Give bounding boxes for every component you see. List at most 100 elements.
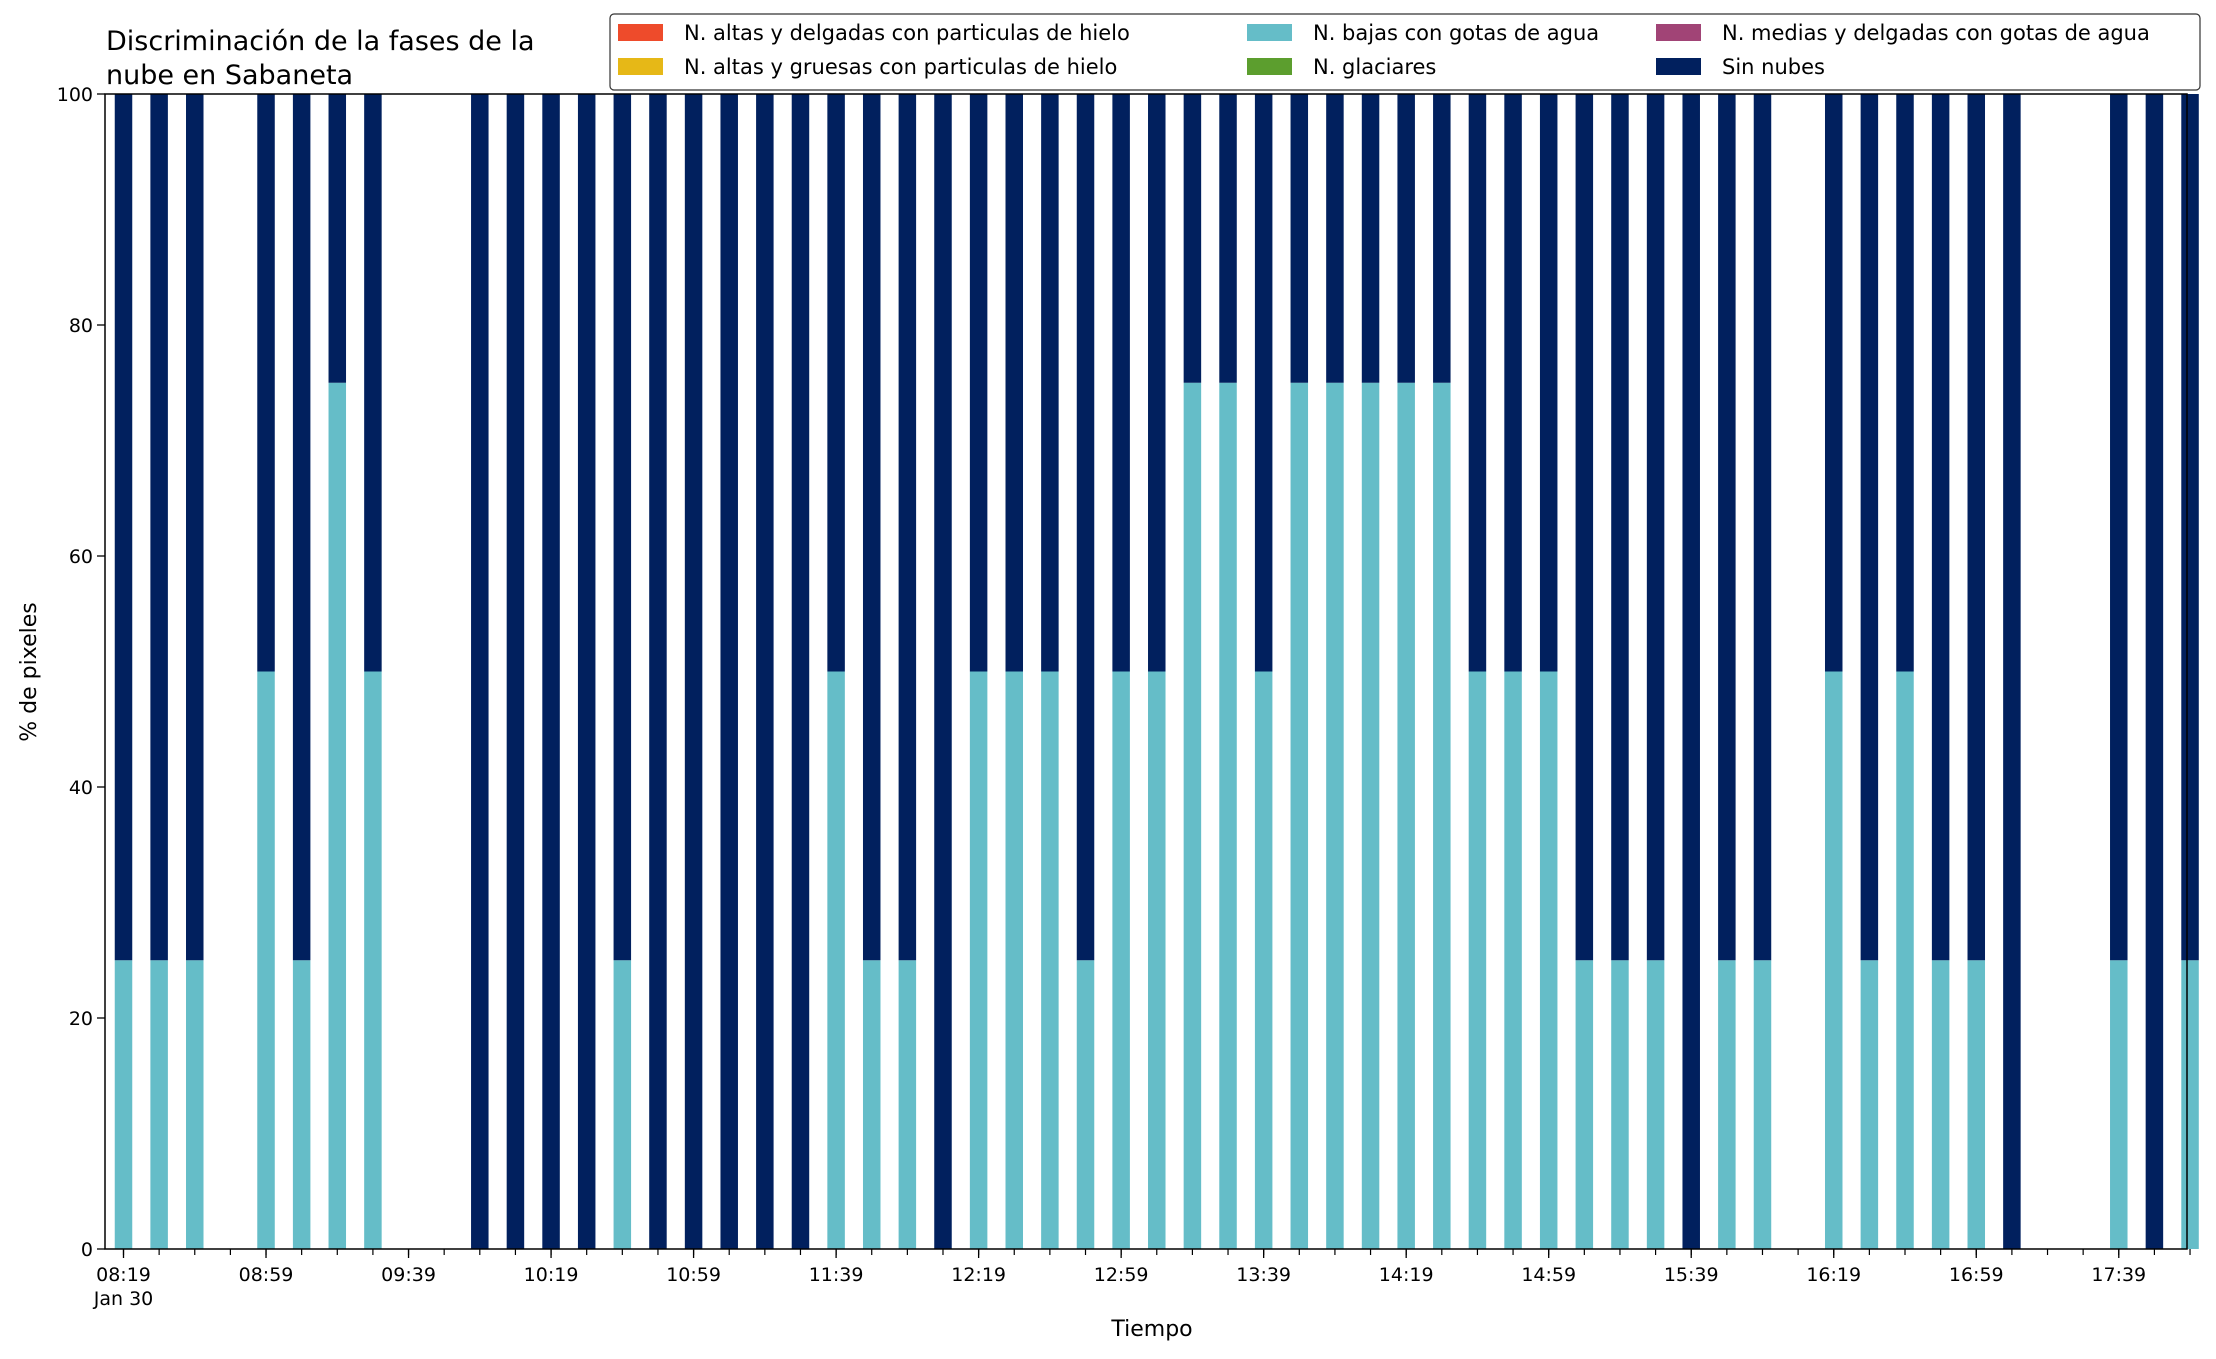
bar-sin-nubes-1149 — [862, 94, 881, 961]
bar-sin-nubes-1119 — [756, 94, 774, 1249]
bar-sin-nubes-1159 — [898, 94, 917, 961]
bar-n-bajas-con-gotas-de-agua-1239 — [1041, 671, 1059, 1249]
bar-n-bajas-con-gotas-de-agua-1429 — [1433, 382, 1451, 1249]
bar-sin-nubes-0839 — [186, 94, 204, 961]
legend-swatch — [1247, 24, 1292, 41]
legend-item-n-altas-y-delgadas-con-particulas-de-hielo: N. altas y delgadas con particulas de hi… — [618, 21, 1130, 45]
bar-n-bajas-con-gotas-de-agua-1629 — [1860, 960, 1879, 1249]
legend-item-n-bajas-con-gotas-de-agua: N. bajas con gotas de agua — [1247, 21, 1599, 45]
x-tick-label: 08:59 — [239, 1264, 294, 1286]
legend-label: N. bajas con gotas de agua — [1313, 21, 1599, 45]
chart-title-line-2: nube en Sabaneta — [106, 60, 353, 91]
bar-n-bajas-con-gotas-de-agua-0819 — [114, 960, 133, 1249]
bar-n-bajas-con-gotas-de-agua-1149 — [862, 960, 881, 1249]
legend-label: N. medias y delgadas con gotas de agua — [1722, 21, 2150, 45]
legend-label: N. altas y delgadas con particulas de hi… — [684, 21, 1130, 45]
y-tick-label: 20 — [69, 1008, 93, 1030]
bar-n-bajas-con-gotas-de-agua-1319 — [1183, 382, 1202, 1249]
bar-sin-nubes-0959 — [471, 94, 489, 1249]
bar-sin-nubes-1129 — [791, 94, 810, 1249]
bar-sin-nubes-1629 — [1860, 94, 1879, 961]
legend-label: N. altas y gruesas con particulas de hie… — [684, 55, 1117, 79]
legend-item-n-glaciares: N. glaciares — [1247, 55, 1436, 79]
bar-sin-nubes-1039 — [613, 94, 632, 961]
x-axis-label: Tiempo — [1110, 1317, 1192, 1342]
bar-n-bajas-con-gotas-de-agua-0839 — [186, 960, 204, 1249]
bar-sin-nubes-1249 — [1076, 94, 1095, 961]
bar-n-bajas-con-gotas-de-agua-1159 — [898, 960, 917, 1249]
bar-sin-nubes-1139 — [827, 94, 845, 672]
bar-n-bajas-con-gotas-de-agua-1739 — [2110, 960, 2128, 1249]
x-tick-label: 12:59 — [1094, 1264, 1149, 1286]
bar-sin-nubes-1749 — [2145, 94, 2164, 1249]
bar-n-bajas-con-gotas-de-agua-1449 — [1504, 671, 1522, 1249]
bar-sin-nubes-0819 — [114, 94, 133, 961]
bar-sin-nubes-1509 — [1575, 94, 1594, 961]
bar-sin-nubes-0919 — [328, 94, 347, 383]
bar-n-bajas-con-gotas-de-agua-1619 — [1824, 671, 1843, 1249]
legend-frame — [609, 13, 2201, 91]
x-tick-label: 15:39 — [1664, 1264, 1719, 1286]
bar-sin-nubes-1409 — [1361, 94, 1380, 383]
bar-sin-nubes-1559 — [1753, 94, 1772, 961]
bar-n-bajas-con-gotas-de-agua-1659 — [1967, 960, 1986, 1249]
x-tick-label: 17:39 — [2091, 1264, 2146, 1286]
bar-sin-nubes-1759 — [2181, 94, 2199, 961]
y-tick-label: 100 — [57, 84, 93, 106]
bar-n-bajas-con-gotas-de-agua-1139 — [827, 671, 845, 1249]
x-tick-label: 11:39 — [809, 1264, 864, 1286]
x-tick-label: 12:19 — [951, 1264, 1006, 1286]
x-tick-label: 16:19 — [1806, 1264, 1861, 1286]
bar-sin-nubes-1709 — [2003, 94, 2021, 1249]
bar-n-bajas-con-gotas-de-agua-1419 — [1397, 382, 1415, 1249]
bar-sin-nubes-1239 — [1041, 94, 1059, 672]
bar-sin-nubes-1349 — [1290, 94, 1309, 383]
bar-sin-nubes-1359 — [1326, 94, 1344, 383]
bar-sin-nubes-1029 — [577, 94, 596, 1249]
bar-sin-nubes-1309 — [1148, 94, 1166, 672]
bar-sin-nubes-1319 — [1183, 94, 1202, 383]
bar-sin-nubes-1539 — [1682, 94, 1700, 1249]
legend-swatch — [618, 58, 663, 75]
bar-n-bajas-con-gotas-de-agua-1339 — [1254, 671, 1273, 1249]
bar-sin-nubes-1419 — [1397, 94, 1415, 383]
bar-sin-nubes-1459 — [1539, 94, 1558, 672]
y-axis-label: % de pixeles — [17, 602, 42, 741]
y-tick-label: 40 — [69, 777, 93, 799]
legend-label: Sin nubes — [1722, 55, 1825, 79]
bar-sin-nubes-1339 — [1254, 94, 1273, 672]
legend-label: N. glaciares — [1313, 55, 1436, 79]
bar-n-bajas-con-gotas-de-agua-1309 — [1148, 671, 1166, 1249]
x-tick-label: 13:39 — [1236, 1264, 1291, 1286]
bar-sin-nubes-0929 — [364, 94, 382, 672]
bar-sin-nubes-1639 — [1896, 94, 1914, 672]
bar-n-bajas-con-gotas-de-agua-1509 — [1575, 960, 1594, 1249]
bar-n-bajas-con-gotas-de-agua-0929 — [364, 671, 382, 1249]
x-tick-label: 09:39 — [381, 1264, 436, 1286]
bar-sin-nubes-0829 — [150, 94, 168, 961]
bar-sin-nubes-0859 — [257, 94, 275, 672]
bar-sin-nubes-1659 — [1967, 94, 1986, 961]
bar-n-bajas-con-gotas-de-agua-1249 — [1076, 960, 1095, 1249]
legend-swatch — [618, 24, 663, 41]
chart-title-line-1: Discriminación de la fases de la — [106, 26, 535, 57]
plot-area-frame — [104, 93, 2188, 1250]
bar-n-bajas-con-gotas-de-agua-1439 — [1468, 671, 1487, 1249]
bar-n-bajas-con-gotas-de-agua-1459 — [1539, 671, 1558, 1249]
x-tick-label: 14:19 — [1379, 1264, 1434, 1286]
bar-n-bajas-con-gotas-de-agua-1359 — [1326, 382, 1344, 1249]
bar-sin-nubes-0909 — [292, 94, 311, 961]
bar-n-bajas-con-gotas-de-agua-1519 — [1611, 960, 1629, 1249]
bar-sin-nubes-1009 — [506, 94, 525, 1249]
x-tick-label: 08:19 — [96, 1264, 151, 1286]
y-tick-label: 80 — [69, 315, 93, 337]
bar-sin-nubes-1229 — [1005, 94, 1023, 672]
bar-sin-nubes-1519 — [1611, 94, 1629, 961]
bar-sin-nubes-1219 — [969, 94, 988, 672]
legend: N. altas y delgadas con particulas de hi… — [609, 13, 2201, 91]
bar-sin-nubes-1549 — [1718, 94, 1736, 961]
x-tick-date-label: Jan 30 — [93, 1288, 154, 1310]
legend-swatch — [1656, 24, 1701, 41]
